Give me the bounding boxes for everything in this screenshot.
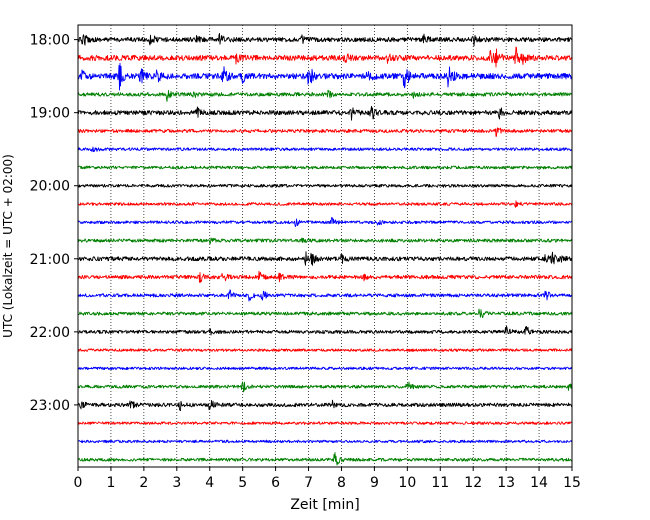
trace-2300 xyxy=(77,399,573,411)
trace-1830 xyxy=(77,62,573,91)
y-tick-label: 19:00 xyxy=(30,106,70,122)
x-tick-label: 9 xyxy=(370,475,379,491)
x-tick-label: 5 xyxy=(238,475,247,491)
x-tick-label: 3 xyxy=(172,475,181,491)
trace-1915 xyxy=(77,127,573,137)
y-axis-label: UTC (Lokalzeit = UTC + 02:00) xyxy=(1,154,15,338)
trace-2000 xyxy=(77,183,573,188)
x-tick-label: 12 xyxy=(464,475,482,491)
x-tick-label: 6 xyxy=(271,475,280,491)
y-tick-label: 20:00 xyxy=(30,179,70,195)
trace-2130 xyxy=(77,289,573,302)
trace-2115 xyxy=(77,270,573,283)
x-tick-label: 14 xyxy=(530,475,548,491)
trace-2215 xyxy=(77,348,573,352)
y-tick-label: 22:00 xyxy=(30,325,70,341)
x-tick-label: 1 xyxy=(106,475,115,491)
x-tick-label: 2 xyxy=(139,475,148,491)
plot-frame xyxy=(77,24,573,468)
trace-2315 xyxy=(77,421,573,425)
y-tick-label: 23:00 xyxy=(30,398,70,414)
x-tick-label: 0 xyxy=(74,475,83,491)
x-tick-label: 4 xyxy=(205,475,214,491)
x-tick-label: 8 xyxy=(337,475,346,491)
y-tick-label: 21:00 xyxy=(30,252,70,268)
trace-2245 xyxy=(77,381,573,393)
x-axis-label: Zeit [min] xyxy=(290,497,359,513)
x-tick-label: 13 xyxy=(497,475,515,491)
x-tick-label: 7 xyxy=(304,475,313,491)
trace-1815 xyxy=(77,46,573,68)
x-axis-ticks: 0 1 2 3 4 5 6 7 8 9 10 11 12 13 14 15 xyxy=(74,467,581,491)
trace-2100 xyxy=(77,251,573,266)
seismic-traces xyxy=(77,32,573,466)
trace-2030 xyxy=(77,217,573,228)
x-tick-label: 15 xyxy=(563,475,581,491)
y-axis-ticks: 18:00 19:00 20:00 21:00 22:00 23:00 xyxy=(30,33,78,414)
trace-2045 xyxy=(77,237,573,245)
trace-2230 xyxy=(77,366,573,371)
trace-1845 xyxy=(77,89,573,102)
y-tick-label: 18:00 xyxy=(30,33,70,49)
trace-1900 xyxy=(77,105,573,121)
trace-1930 xyxy=(77,146,573,153)
x-tick-label: 10 xyxy=(398,475,416,491)
trace-2345 xyxy=(77,452,573,466)
vertical-grid xyxy=(110,25,540,467)
trace-2200 xyxy=(77,325,573,336)
trace-1945 xyxy=(77,165,573,170)
trace-2015 xyxy=(77,200,573,208)
trace-2145 xyxy=(77,308,573,318)
trace-1800 xyxy=(77,32,573,47)
x-tick-label: 11 xyxy=(431,475,449,491)
trace-2330 xyxy=(77,439,573,444)
